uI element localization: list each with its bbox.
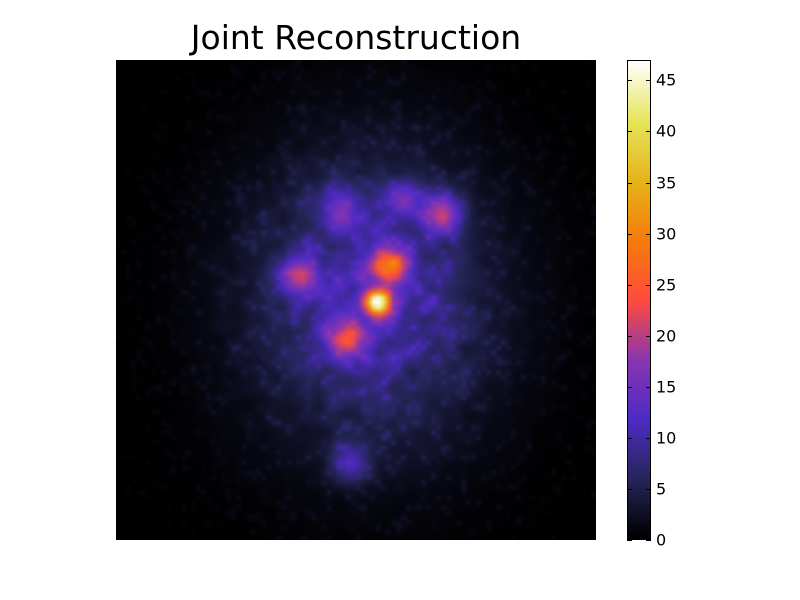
colorbar-tick [627,386,632,388]
colorbar-tick-label: 25 [656,275,677,295]
colorbar [627,60,651,540]
colorbar-tick [627,131,632,133]
colorbar-tick [646,386,651,388]
colorbar-tick [646,540,651,541]
colorbar-tick [646,437,651,439]
colorbar-tick-label: 15 [656,377,677,397]
colorbar-tick-label: 30 [656,224,677,244]
colorbar-tick [627,437,632,439]
colorbar-tick [646,80,651,82]
colorbar-tick [627,182,632,184]
colorbar-tick-label: 10 [656,428,677,448]
colorbar-tick [646,233,651,235]
colorbar-tick [627,233,632,235]
colorbar-tick [627,540,632,541]
colorbar-tick [646,284,651,286]
colorbar-tick [627,284,632,286]
colorbar-tick [646,335,651,337]
heatmap-image [116,60,596,540]
colorbar-tick-label: 40 [656,121,677,141]
colorbar-gradient [628,61,650,539]
colorbar-tick [627,488,632,490]
colorbar-tick [627,80,632,82]
colorbar-tick [646,131,651,133]
colorbar-tick-label: 20 [656,326,677,346]
chart-title: Joint Reconstruction [190,18,522,57]
colorbar-tick-label: 5 [656,479,667,499]
colorbar-tick-label: 0 [656,530,667,550]
colorbar-tick [627,335,632,337]
colorbar-tick-label: 35 [656,173,677,193]
colorbar-tick [646,182,651,184]
colorbar-tick-label: 45 [656,70,677,90]
colorbar-tick [646,488,651,490]
